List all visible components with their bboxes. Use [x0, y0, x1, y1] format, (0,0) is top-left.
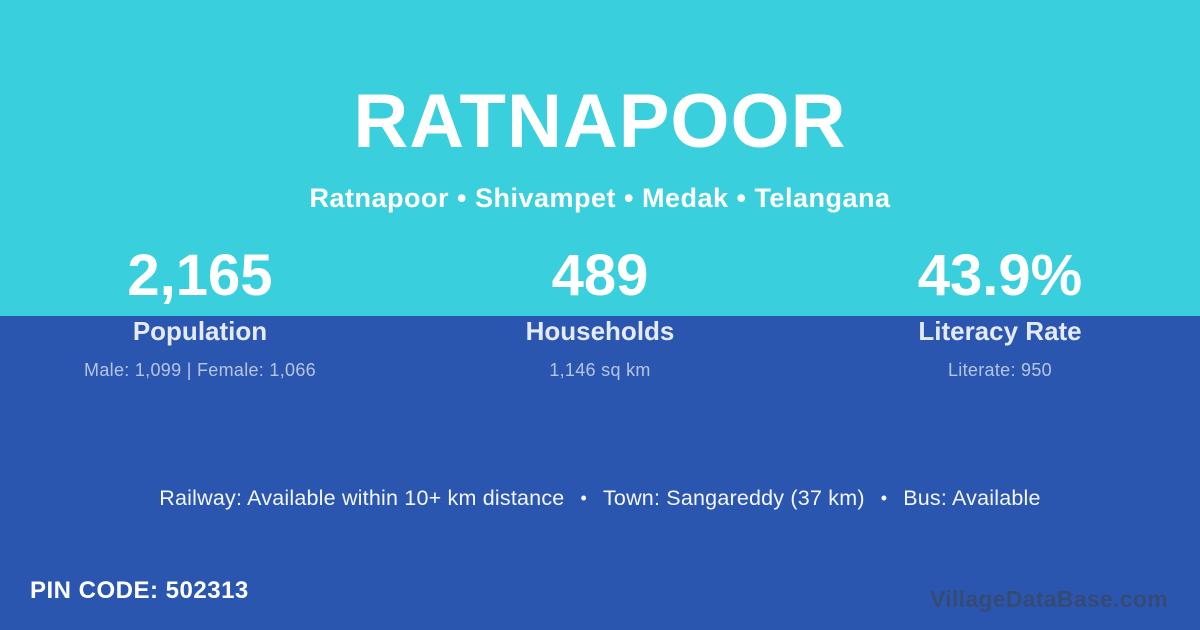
header-section	[0, 0, 1200, 316]
households-value: 489	[551, 243, 649, 308]
stats-values-row: 2,165 489 43.9%	[0, 243, 1200, 308]
households-detail: 1,146 sq km	[549, 359, 651, 380]
population-value: 2,165	[127, 243, 273, 308]
population-stat: Population Male: 1,099 | Female: 1,066	[0, 317, 400, 381]
town-info: Town: Sangareddy (37 km)	[602, 486, 865, 510]
literacy-rate-value: 43.9%	[917, 243, 1083, 308]
population-detail: Male: 1,099 | Female: 1,066	[84, 359, 316, 380]
literacy-stat: Literacy Rate Literate: 950	[800, 317, 1200, 381]
watermark-site-name: VillageDataBase.com	[930, 586, 1168, 612]
bullet-separator: •	[880, 488, 888, 508]
facilities-line: Railway: Available within 10+ km distanc…	[0, 486, 1200, 511]
households-label: Households	[525, 316, 675, 346]
bullet-separator: •	[580, 488, 587, 508]
population-label: Population	[132, 316, 268, 346]
literacy-detail: Literate: 950	[948, 359, 1052, 380]
bus-info: Bus: Available	[903, 486, 1041, 510]
breadcrumb: Ratnapoor • Shivampet • Medak • Telangan…	[309, 183, 891, 213]
pin-code: PIN CODE: 502313	[30, 577, 249, 604]
stats-labels-row: Population Male: 1,099 | Female: 1,066 H…	[0, 317, 1200, 381]
literacy-label: Literacy Rate	[918, 316, 1082, 346]
village-title: RATNAPOOR	[353, 79, 847, 164]
railway-info: Railway: Available within 10+ km distanc…	[159, 486, 565, 510]
households-stat: Households 1,146 sq km	[400, 317, 800, 381]
